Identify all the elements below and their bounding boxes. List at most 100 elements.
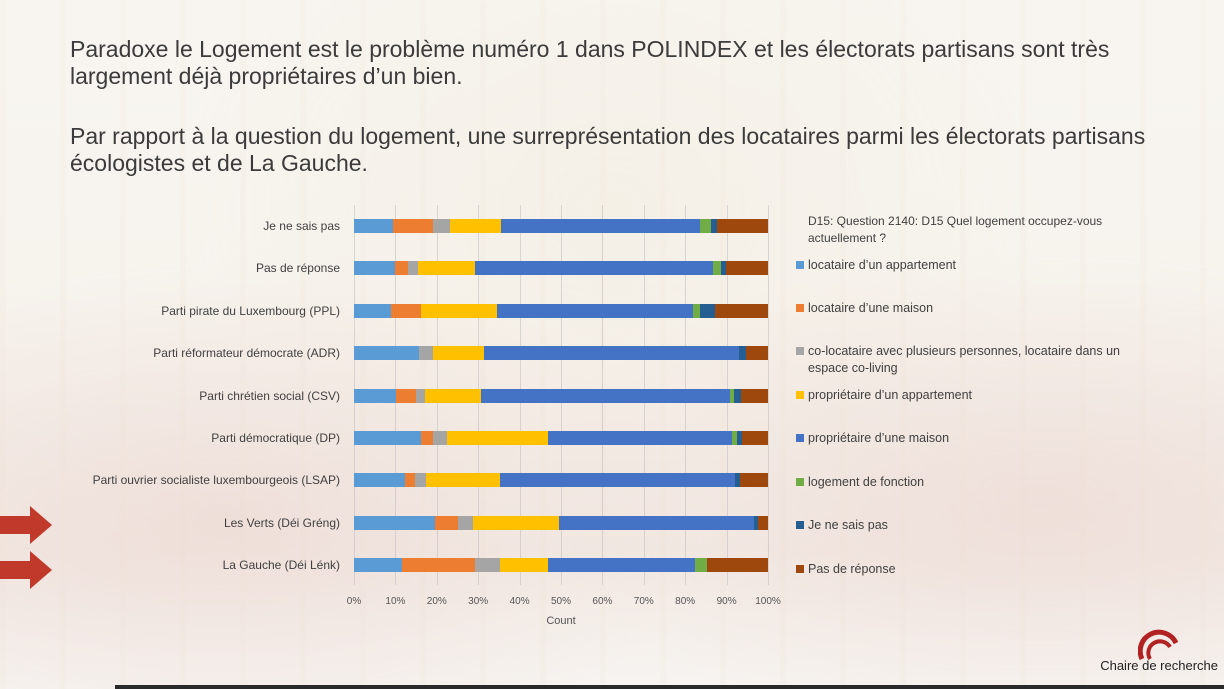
bar-segment (501, 219, 700, 233)
legend-swatch (796, 347, 804, 355)
legend-swatch (796, 478, 804, 486)
bar-segment (739, 346, 747, 361)
bar-segment (712, 261, 722, 276)
x-tick-label: 40% (509, 596, 530, 607)
legend-swatch (796, 565, 804, 573)
x-tick-label: 20% (426, 596, 447, 607)
bar-segment (474, 261, 713, 276)
bar-segment (354, 346, 419, 361)
bar-segment (475, 558, 500, 573)
legend-swatch (796, 434, 804, 442)
bar-segment (354, 388, 397, 403)
legend-swatch (796, 304, 804, 312)
x-tick-label: 90% (716, 596, 737, 607)
bar-segment (694, 558, 708, 573)
bar-segment (729, 388, 735, 403)
x-tick-label: 0% (346, 596, 362, 607)
bar-segment (354, 473, 405, 488)
bar-segment (354, 303, 391, 318)
bar-segment (721, 261, 727, 276)
bar-segment (418, 346, 434, 361)
bar-segment (396, 388, 416, 403)
bar-segment (732, 431, 737, 445)
bar-segment (707, 558, 768, 573)
bottom-bar (115, 685, 1224, 689)
bar-segment (496, 303, 693, 318)
bar-segment (421, 303, 497, 318)
bar-segment (758, 515, 768, 530)
bar-segment (415, 388, 425, 403)
bar-segment (484, 346, 740, 361)
legend-swatch (796, 391, 804, 399)
legend-item: Je ne sais pas (796, 517, 1146, 534)
bar-segment (354, 515, 435, 530)
category-label: Parti réformateur démocrate (ADR) (153, 346, 340, 361)
category-label: Parti chrétien social (CSV) (199, 388, 340, 403)
bar-segment (433, 346, 485, 361)
legend-label: propriétaire d’un appartement (808, 388, 972, 402)
legend-item: Pas de réponse (796, 561, 1146, 578)
x-axis-label: Count (546, 615, 576, 627)
bar-segment (717, 219, 768, 233)
x-tick-label: 10% (385, 596, 406, 607)
bar-segment (433, 219, 451, 233)
legend-label: Je ne sais pas (808, 518, 888, 532)
gridline (768, 205, 769, 585)
category-label: Parti démocratique (DP) (211, 431, 340, 445)
bar-segment (753, 515, 759, 530)
bar-segment (746, 346, 768, 361)
legend-label: co-locataire avec plusieurs personnes, l… (808, 344, 1120, 375)
bar-segment (740, 473, 768, 488)
bar-segment (742, 431, 768, 445)
bar-segment (354, 219, 394, 233)
category-label: Parti pirate du Luxembourg (PPL) (161, 303, 340, 318)
legend-item: propriétaire d’un appartement (796, 387, 1146, 404)
bar-segment (547, 431, 732, 445)
logo-text: Chaire de recherche (1100, 658, 1218, 673)
legend-label: Pas de réponse (808, 562, 896, 576)
bar-segment (390, 303, 422, 318)
bar-segment (472, 515, 559, 530)
bar-segment (711, 219, 718, 233)
bar-segment (394, 261, 408, 276)
category-label: Pas de réponse (255, 261, 340, 276)
bar-segment (548, 558, 695, 573)
bar-segment (446, 431, 548, 445)
x-tick-label: 30% (468, 596, 489, 607)
bar-segment (354, 261, 395, 276)
bar-segment (734, 388, 742, 403)
x-tick-label: 60% (592, 596, 613, 607)
bar-segment (700, 303, 715, 318)
bar-segment (699, 219, 712, 233)
x-tick-label: 80% (675, 596, 696, 607)
legend-item: propriétaire d’une maison (796, 430, 1146, 447)
bar-segment (426, 473, 500, 488)
bar-segment (499, 558, 549, 573)
bar-segment (433, 431, 447, 445)
legend-label: propriétaire d’une maison (808, 431, 950, 445)
slide-title: Paradoxe le Logement est le problème num… (70, 36, 1110, 89)
logo-arc-icon (1138, 629, 1179, 661)
x-tick-label: 100% (755, 596, 781, 607)
bar-segment (402, 558, 475, 573)
legend-item: locataire d’un appartement (796, 257, 1146, 274)
bar-segment (434, 515, 459, 530)
bar-segment (354, 558, 403, 573)
bar-segment (404, 473, 415, 488)
bar-segment (735, 473, 741, 488)
legend-swatch (796, 521, 804, 529)
bar-segment (741, 388, 768, 403)
bar-segment (354, 431, 421, 445)
x-tick-label: 70% (633, 596, 654, 607)
legend-item: logement de fonction (796, 474, 1146, 491)
category-label: Parti ouvrier socialiste luxembourgeois … (92, 473, 340, 488)
bar-segment (558, 515, 754, 530)
bar-segment (393, 219, 434, 233)
slide-subtitle: Par rapport à la question du logement, u… (70, 123, 1146, 176)
bar-segment (714, 303, 768, 318)
bar-segment (407, 261, 418, 276)
category-label: La Gauche (Déi Lénk) (222, 558, 340, 573)
bar-segment (450, 219, 502, 233)
highlight-arrow-icon (0, 506, 52, 544)
